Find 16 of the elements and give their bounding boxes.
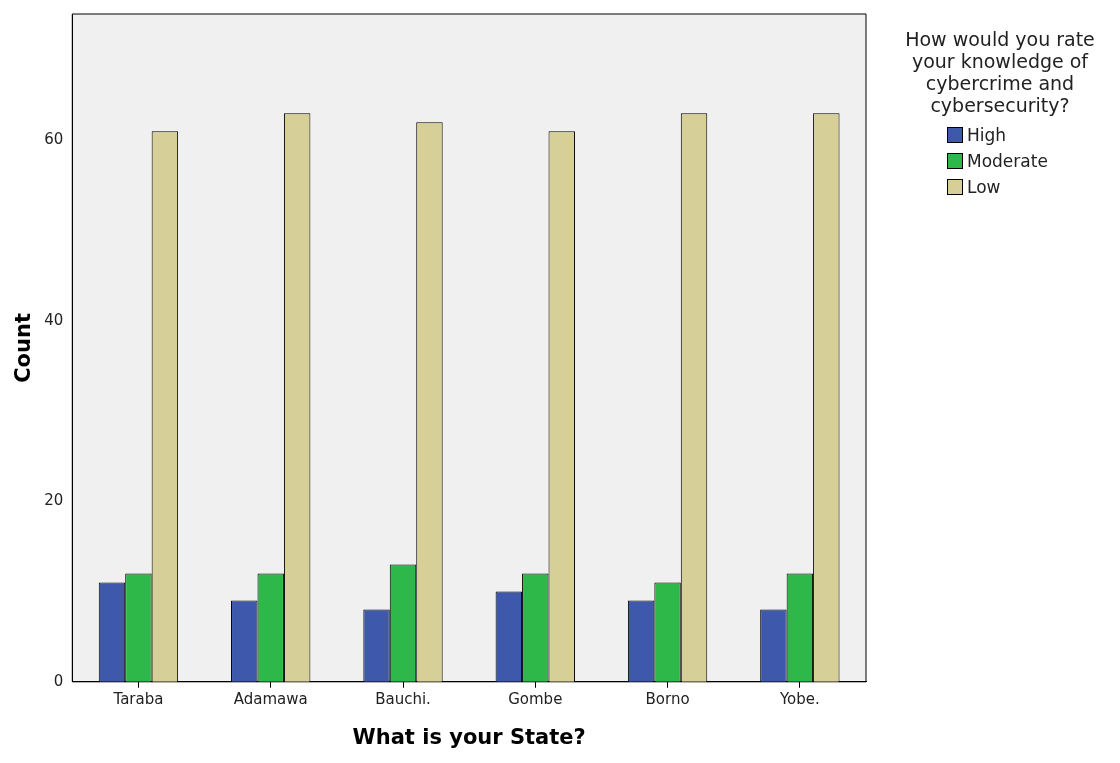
x-tick-label: Taraba — [112, 689, 164, 708]
y-axis-title: Count — [11, 313, 36, 383]
y-tick-label: 0 — [53, 671, 64, 690]
y-tick-label: 40 — [44, 310, 64, 329]
x-tick-label: Yobe. — [778, 689, 820, 708]
y-tick-label: 60 — [44, 130, 64, 149]
legend-title: How would you rate your knowledge of cybercrime and cybersecurity? — [904, 28, 1096, 116]
x-tick-label: Gombe — [508, 689, 563, 708]
legend-label: Low — [967, 177, 1001, 197]
y-tick-label: 20 — [44, 491, 64, 510]
x-tick-label: Adamawa — [233, 689, 308, 708]
legend-label: Moderate — [967, 151, 1048, 171]
x-axis-title: What is your State? — [352, 724, 586, 749]
x-tick-label: Borno — [645, 689, 690, 708]
x-tick-label: Bauchi. — [375, 689, 431, 708]
legend-label: High — [967, 125, 1007, 145]
